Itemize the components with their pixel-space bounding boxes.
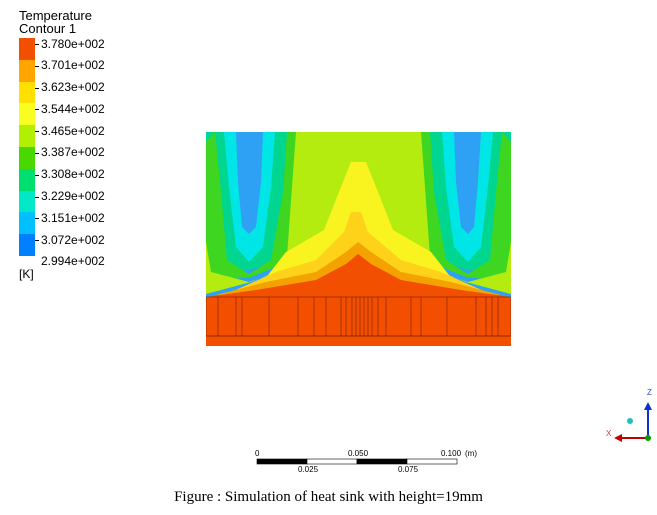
legend-label-4: 3.465e+002 (41, 124, 105, 138)
legend-tick (35, 88, 39, 89)
scale-label-050: 0.050 (348, 449, 369, 458)
contour-band-red-orange (206, 254, 511, 346)
axis-x-label: X (606, 429, 612, 438)
legend-tick (35, 175, 39, 176)
legend-tick (35, 197, 39, 198)
legend-swatch (19, 59, 35, 82)
legend-tick (35, 218, 39, 219)
legend-swatch (19, 190, 35, 213)
legend-swatch (19, 38, 35, 60)
legend-swatch (19, 146, 35, 169)
legend-label-5: 3.387e+002 (41, 145, 105, 159)
legend-swatch (19, 168, 35, 191)
legend-tick (35, 153, 39, 154)
legend-swatch (19, 212, 35, 235)
legend-label-6: 3.308e+002 (41, 167, 105, 181)
legend-swatch (19, 103, 35, 126)
legend-tick (35, 240, 39, 241)
scale-bar-graphic (256, 458, 458, 465)
legend-label-8: 3.151e+002 (41, 211, 105, 225)
scale-label-0: 0 (255, 449, 260, 458)
figure-caption: Figure : Simulation of heat sink with he… (174, 489, 483, 505)
axis-triad-graphic (614, 402, 652, 442)
legend-unit: [K] (19, 267, 34, 281)
legend-tick (35, 66, 39, 67)
legend-label-0: 3.780e+002 (41, 37, 105, 51)
scale-label-100: 0.100 (441, 449, 462, 458)
scale-unit: (m) (465, 449, 477, 458)
legend-label-1: 3.701e+002 (41, 58, 105, 72)
legend-title: Temperature (19, 8, 92, 23)
legend-tick (35, 44, 39, 45)
legend-tick (35, 109, 39, 110)
heat-sink-fins (217, 297, 499, 336)
legend-label-9: 3.072e+002 (41, 233, 105, 247)
legend-tick (35, 131, 39, 132)
legend-label-2: 3.623e+002 (41, 80, 105, 94)
scale-label-025: 0.025 (298, 465, 319, 474)
axis-triad: Z X (598, 386, 657, 446)
scale-label-075: 0.075 (398, 465, 419, 474)
axis-z-label: Z (647, 388, 652, 397)
legend-label-10: 2.994e+002 (41, 254, 105, 268)
legend-swatch (19, 234, 35, 256)
legend-label-3: 3.544e+002 (41, 102, 105, 116)
legend-label-7: 3.229e+002 (41, 189, 105, 203)
legend-color-bar (19, 38, 35, 256)
scale-bar: 0 0.050 0.100 (m) 0.025 0.075 (250, 446, 490, 476)
temperature-contour-plot (206, 132, 511, 346)
legend-swatch (19, 125, 35, 147)
legend-swatch (19, 81, 35, 104)
legend-subtitle: Contour 1 (19, 21, 77, 36)
